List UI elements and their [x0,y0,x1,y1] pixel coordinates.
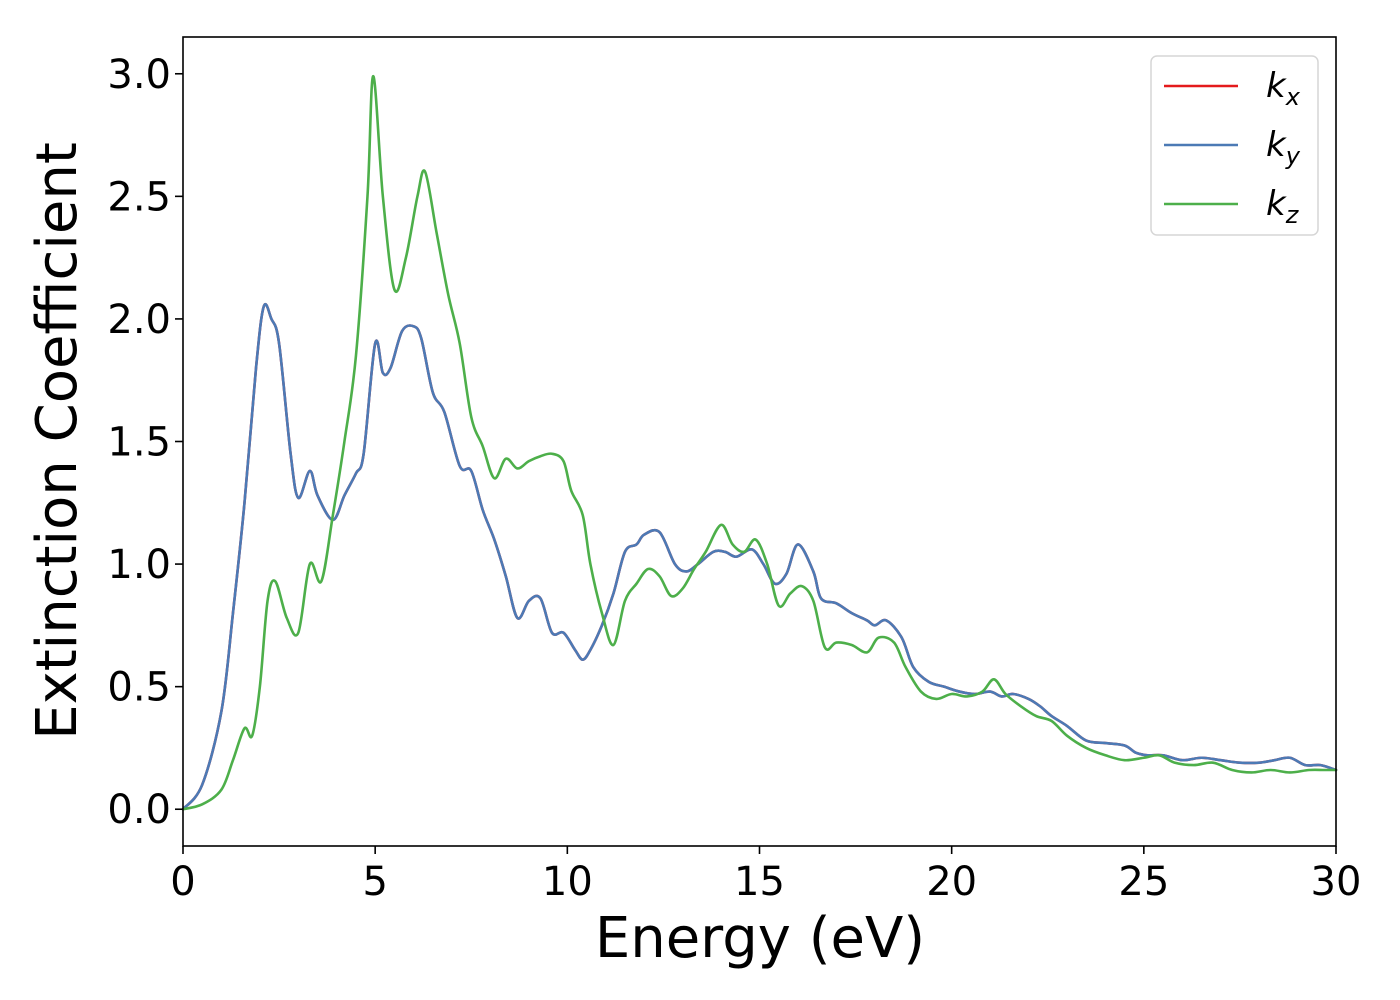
x-tick-label: 25 [1118,859,1169,905]
y-tick-label: 1.5 [107,420,171,466]
y-tick-label: 0.0 [107,787,171,833]
series-line-z [181,74,1338,811]
x-tick-label: 15 [734,859,785,905]
x-axis: 0 5 10 15 20 25 30 [170,846,1361,905]
y-tick-label: 2.5 [107,174,171,220]
series-line-y [181,302,1338,811]
x-tick-label: 0 [170,859,195,905]
x-tick-label: 20 [926,859,977,905]
y-axis-title: Extinction Coefficient [25,142,90,740]
x-tick-label: 30 [1311,859,1362,905]
x-axis-title: Energy (eV) [595,906,925,971]
legend: kx ky kz [1150,55,1319,236]
series-layer [181,74,1338,811]
y-axis: 0.0 0.5 1.0 1.5 2.0 2.5 3.0 [107,52,183,833]
y-tick-label: 3.0 [107,52,171,98]
x-tick-label: 5 [362,859,387,905]
y-tick-label: 2.0 [107,297,171,343]
legend-label-x: kx [1266,66,1301,111]
x-tick-label: 10 [542,859,593,905]
y-tick-label: 0.5 [107,665,171,711]
y-tick-label: 1.0 [107,542,171,588]
legend-label-y: ky [1266,125,1301,170]
legend-label-z: kz [1266,184,1300,229]
